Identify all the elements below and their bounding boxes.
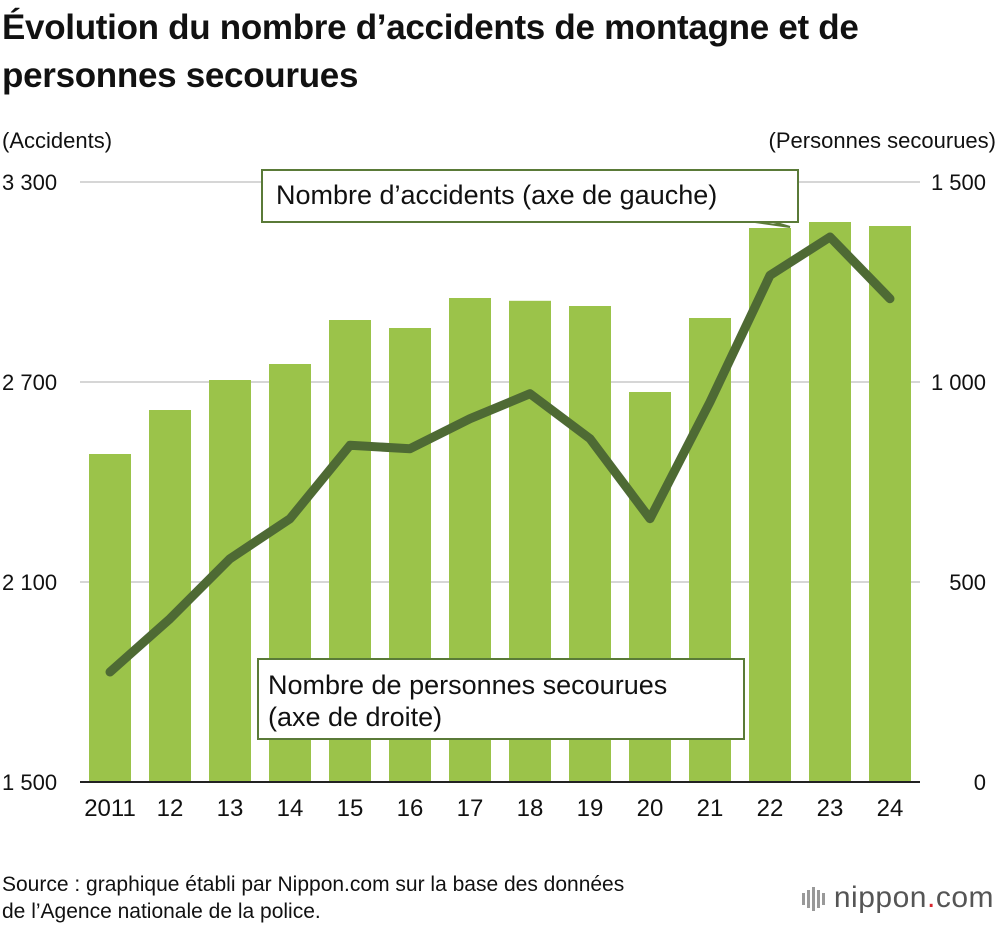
logo-bars-icon <box>801 887 825 912</box>
x-tick-label: 20 <box>637 795 664 822</box>
gridlines <box>80 181 920 583</box>
left-axis-title: (Accidents) <box>2 128 112 153</box>
x-tick-label: 23 <box>817 795 844 822</box>
left-tick-label: 2 100 <box>2 570 57 595</box>
right-axis-title: (Personnes secourues) <box>769 128 996 153</box>
x-tick-label: 15 <box>337 795 364 822</box>
x-tick-label: 13 <box>217 795 244 822</box>
x-tick-label: 12 <box>157 795 184 822</box>
x-tick-label: 14 <box>277 795 304 822</box>
callout-rescued-box <box>257 658 745 740</box>
bar-24 <box>869 226 911 782</box>
left-tick-label: 1 500 <box>2 770 57 795</box>
source-note: Source : graphique établi par Nippon.com… <box>2 871 624 925</box>
chart: (Accidents) (Personnes secourues) 3 300 2 7… <box>2 128 996 822</box>
callout-accidents-pointer-fill <box>760 220 793 228</box>
x-tick-label: 16 <box>397 795 424 822</box>
chart-title: Évolution du nombre d’accidents de monta… <box>2 8 859 95</box>
x-axis-labels: 2011 12 13 14 15 16 17 18 19 20 21 22 23 24 <box>84 795 903 822</box>
line-series <box>105 232 895 677</box>
bar-22 <box>749 228 791 782</box>
x-tick-label: 21 <box>697 795 724 822</box>
bar-2011 <box>89 454 131 782</box>
right-tick-label: 1 500 <box>931 170 986 195</box>
right-tick-label: 0 <box>974 770 986 795</box>
callout-rescued-text-2: (axe de droite) <box>268 702 442 732</box>
callouts: Nombre d’accidents (axe de gauche) Nombre… <box>257 169 799 740</box>
left-tick-label: 3 300 <box>2 170 57 195</box>
source-line-1: Source : graphique établi par Nippon.com… <box>2 873 625 896</box>
y-axis-labels: (Accidents) (Personnes secourues) 3 300 2 7… <box>2 128 996 795</box>
callout-accidents-text: Nombre d’accidents (axe de gauche) <box>276 180 717 210</box>
right-tick-label: 1 000 <box>931 370 986 395</box>
x-tick-label: 2011 <box>84 795 136 822</box>
x-tick-label: 24 <box>877 795 904 822</box>
bar-23 <box>809 222 851 782</box>
logo-suffix: com <box>935 881 994 914</box>
logo-dot: . <box>926 881 936 914</box>
logo-name: nippon <box>833 881 927 914</box>
left-tick-label: 2 700 <box>2 370 57 395</box>
bar-13 <box>209 380 251 782</box>
accidents-line <box>105 232 895 677</box>
x-tick-label: 19 <box>577 795 604 822</box>
nippon-logo: nippon.com <box>801 881 994 915</box>
x-tick-label: 22 <box>757 795 784 822</box>
callout-rescued-text-1: Nombre de personnes secourues <box>268 670 667 700</box>
callout-accidents-box <box>261 169 799 223</box>
x-tick-label: 18 <box>517 795 544 822</box>
bar-12 <box>149 410 191 782</box>
right-tick-label: 500 <box>949 570 986 595</box>
source-line-2: de l’Agence nationale de la police. <box>2 900 321 923</box>
x-tick-label: 17 <box>457 795 484 822</box>
